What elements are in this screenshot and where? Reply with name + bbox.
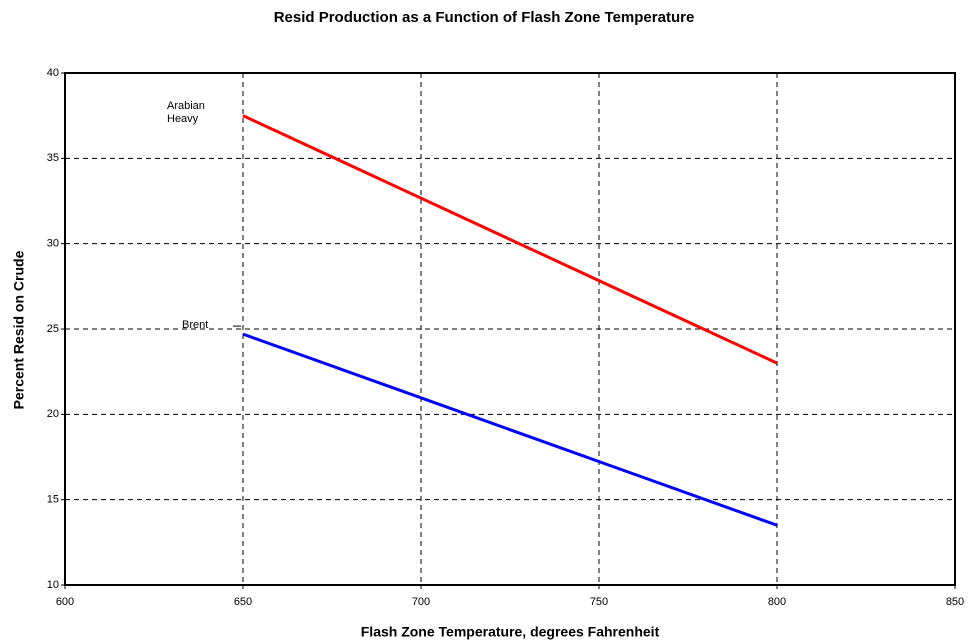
x-tick-label: 750	[590, 596, 608, 608]
y-tick-label: 10	[47, 579, 59, 591]
series-line	[242, 332, 778, 527]
plot-frame	[64, 72, 956, 586]
series-line	[242, 114, 778, 365]
x-tick-label: 650	[234, 596, 252, 608]
y-tick-label: 15	[47, 494, 59, 506]
x-tick-label: 800	[768, 596, 786, 608]
y-axis-label: Percent Resid on Crude	[11, 250, 27, 409]
y-tick-label: 25	[47, 323, 59, 335]
y-tick-label: 30	[47, 238, 59, 250]
chart-title: Resid Production as a Function of Flash …	[274, 9, 695, 26]
x-axis-label: Flash Zone Temperature, degrees Fahrenhe…	[361, 624, 660, 640]
x-tick-label: 850	[946, 596, 964, 608]
y-tick-label: 20	[47, 408, 59, 420]
x-tick-label: 600	[56, 596, 74, 608]
x-tick-label: 700	[412, 596, 430, 608]
y-tick-label: 40	[47, 67, 59, 79]
series-label: Arabian Heavy	[167, 99, 205, 125]
y-tick-label: 35	[47, 152, 59, 164]
series-label: Brent	[182, 319, 209, 332]
